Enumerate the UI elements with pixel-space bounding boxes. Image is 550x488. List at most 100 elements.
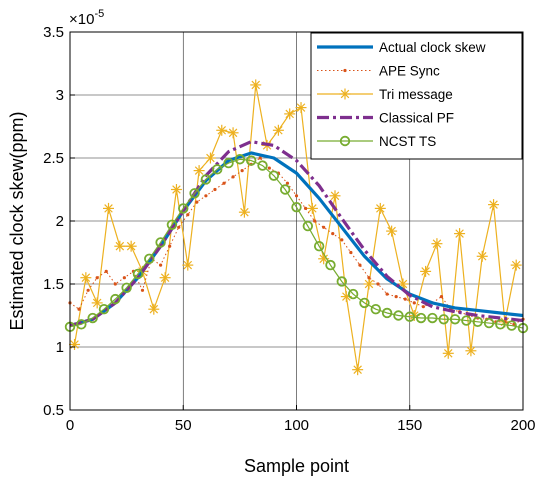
series-4 [64, 154, 529, 334]
data-point-asterisk [204, 152, 216, 164]
data-point-circle [472, 316, 483, 328]
data-point-circle [370, 304, 381, 315]
data-point-asterisk [386, 225, 398, 237]
axis-labels: Sample point Estimated clock skew(ppm) ×… [7, 8, 349, 476]
data-point-dot [222, 181, 226, 185]
data-point-circle [155, 237, 166, 248]
data-point-dot [349, 250, 353, 255]
y-exponent-base: ×10 [69, 11, 94, 28]
x-tick-label: 100 [284, 417, 309, 434]
data-point-asterisk [465, 345, 477, 357]
y-tick-label: 1.5 [43, 276, 64, 293]
x-tick-label: 50 [175, 417, 192, 434]
data-point-dot [204, 194, 208, 198]
data-point-asterisk [431, 238, 443, 250]
y-axis-exponent: ×10-5 [69, 8, 104, 28]
y-exponent-power: -5 [94, 8, 104, 20]
data-point-circle [257, 160, 268, 171]
data-point-asterisk [329, 190, 341, 202]
y-axis-label: Estimated clock skew(ppm) [7, 111, 27, 330]
data-point-asterisk [69, 338, 81, 350]
data-point-circle [461, 315, 472, 326]
data-point-circle [336, 276, 348, 287]
data-point-dot [385, 292, 389, 296]
y-tick-label: 3.5 [43, 24, 64, 41]
data-point-circle [438, 314, 449, 325]
x-tick-label: 200 [510, 417, 535, 434]
data-point-asterisk [374, 202, 386, 214]
data-point-asterisk [182, 259, 194, 271]
data-point-circle [132, 268, 144, 280]
data-point-circle [483, 317, 495, 329]
data-point-circle [268, 170, 280, 181]
data-point-dot [285, 181, 290, 185]
data-point-asterisk [80, 272, 92, 284]
legend-entry: Classical PF [317, 111, 454, 126]
data-point-circle [279, 184, 291, 195]
data-point-dot [240, 169, 244, 173]
legend-entry: Actual clock skew [317, 40, 486, 55]
data-point-circle [506, 320, 517, 331]
data-point-dot [86, 288, 90, 292]
data-point-circle [98, 304, 110, 315]
data-point-dot [343, 68, 347, 73]
data-point-dot [367, 276, 371, 280]
data-point-asterisk [193, 165, 205, 177]
y-tick-label: 1 [56, 339, 64, 356]
data-point-asterisk [454, 228, 466, 240]
data-point-circle [302, 220, 314, 232]
legend-entry: APE Sync [317, 64, 440, 79]
x-tick-label: 150 [397, 417, 422, 434]
data-point-dot [186, 213, 190, 217]
data-point-asterisk [216, 124, 228, 136]
data-point-dot [376, 282, 380, 286]
data-point-circle [200, 174, 212, 185]
data-point-dot [313, 219, 317, 223]
data-point-dot [412, 301, 416, 305]
data-point-asterisk [125, 240, 137, 252]
data-point-dot [77, 307, 81, 311]
data-point-dot [177, 225, 181, 229]
data-point-asterisk [114, 240, 126, 252]
data-point-dot [294, 194, 299, 198]
data-point-asterisk [306, 202, 318, 214]
data-point-dot [403, 297, 407, 301]
data-point-circle [415, 312, 427, 324]
data-point-asterisk [295, 102, 307, 114]
data-point-asterisk [476, 250, 488, 262]
legend-label: Tri message [379, 87, 453, 102]
legend-entry: Tri message [317, 87, 453, 102]
data-point-asterisk [420, 265, 432, 277]
data-point-asterisk [159, 272, 171, 284]
y-tick-label: 3 [56, 87, 64, 104]
data-point-circle [223, 157, 234, 169]
data-point-circle [359, 297, 370, 309]
series-3 [69, 140, 524, 328]
data-point-circle [212, 164, 223, 175]
data-point-asterisk [352, 364, 364, 376]
data-point-dot [394, 295, 398, 299]
legend-entry: NCST TS [317, 134, 436, 149]
y-tick-label: 2 [56, 213, 64, 230]
data-point-asterisk [227, 127, 239, 139]
data-point-circle [245, 155, 257, 166]
data-point-asterisk [442, 347, 454, 359]
data-point-circle [110, 293, 121, 305]
legend-label: Classical PF [379, 111, 454, 126]
legend-label: APE Sync [379, 64, 440, 79]
data-point-circle [234, 154, 246, 165]
data-point-circle [393, 310, 404, 321]
data-point-asterisk [272, 124, 284, 136]
data-point-dot [267, 166, 271, 170]
data-point-circle [144, 253, 155, 264]
data-point-circle [189, 188, 200, 199]
data-point-circle [291, 201, 302, 213]
data-point-asterisk [488, 199, 500, 211]
data-point-circle [381, 307, 393, 319]
data-point-circle [178, 203, 189, 214]
data-point-dot [159, 263, 163, 267]
data-point-dot [95, 276, 99, 280]
plot-series [64, 79, 529, 376]
data-point-dot [340, 238, 344, 242]
axis-ticks: 0 50 100 150 200 0.5 1 1.5 2 2.5 3 3.5 [43, 24, 535, 434]
